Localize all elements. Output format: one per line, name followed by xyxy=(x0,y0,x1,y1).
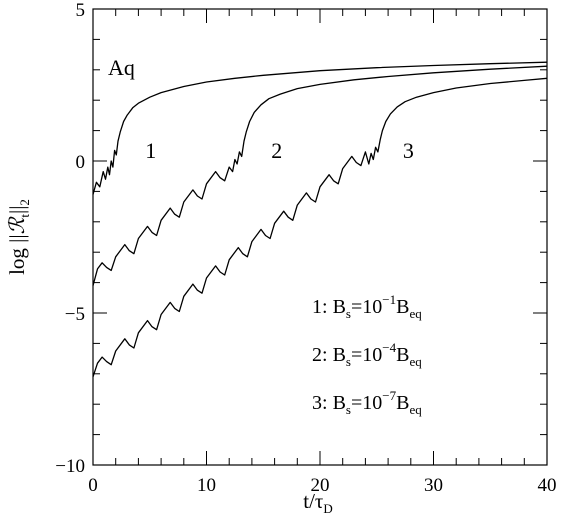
x-axis-title-main: t/τ xyxy=(303,489,323,513)
curve-label-group: 1 2 3 xyxy=(145,138,414,163)
tick-group xyxy=(92,8,548,466)
legend-item-2: 2: Bs=10−4Beq xyxy=(312,340,422,369)
y-tick-label: 0 xyxy=(76,152,86,173)
curve-label-3: 3 xyxy=(403,138,414,163)
y-tick-label: −10 xyxy=(55,456,85,477)
y-tick-label: 5 xyxy=(76,0,86,21)
x-tick-label: 30 xyxy=(424,475,443,496)
y-axis-title-symbol-sub: t xyxy=(17,214,32,218)
tick-label-group: 0 10 20 30 40 −10 −5 0 5 xyxy=(55,0,556,496)
plot-frame xyxy=(92,8,548,466)
y-axis-title-suffix-sub: 2 xyxy=(17,199,32,206)
x-axis-title: t/τD xyxy=(303,489,333,516)
curve-label-2: 2 xyxy=(271,138,282,163)
legend-item-3: 3: Bs=10−7Beq xyxy=(312,388,422,417)
x-tick-label: 40 xyxy=(538,475,557,496)
legend-item-1: 1: Bs=10−1Beq xyxy=(312,292,422,321)
curve-label-1: 1 xyxy=(145,138,156,163)
y-axis-title-symbol: ℛ xyxy=(5,216,29,234)
series-group xyxy=(92,61,548,378)
y-tick-label: −5 xyxy=(65,304,85,325)
series-line-3 xyxy=(92,77,548,378)
series-line-1 xyxy=(92,61,548,195)
panel-label: Aq xyxy=(108,55,135,80)
series-line-2 xyxy=(92,65,548,286)
x-tick-label: 20 xyxy=(311,475,330,496)
x-axis-title-sub: D xyxy=(323,501,332,516)
y-axis-title-suffix: || xyxy=(5,206,29,214)
legend: 1: Bs=10−1Beq 2: Bs=10−4Beq 3: Bs=10−7Beq xyxy=(312,292,422,417)
x-tick-label: 10 xyxy=(197,475,216,496)
y-axis-title-prefix: log || xyxy=(5,234,29,275)
y-axis-title: log ||ℛt||2 xyxy=(5,199,32,275)
x-tick-label: 0 xyxy=(88,475,98,496)
